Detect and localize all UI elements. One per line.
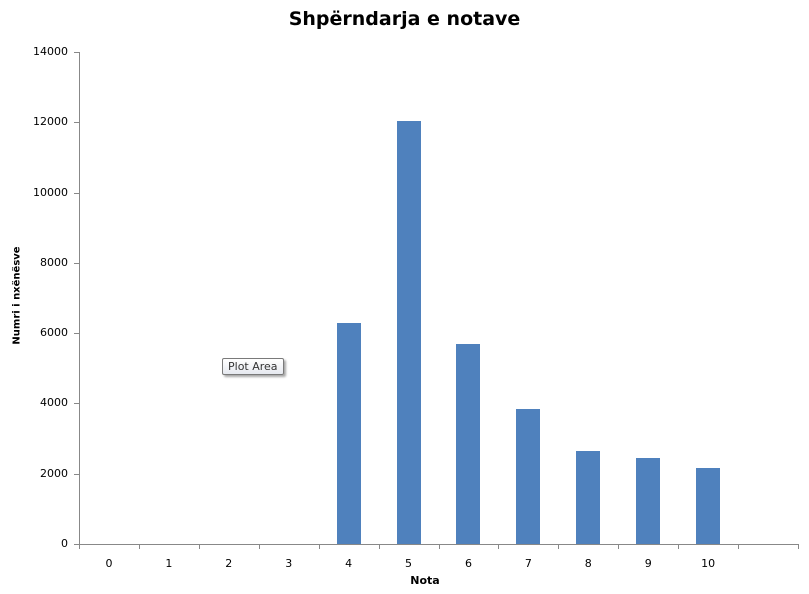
y-tick-mark bbox=[74, 122, 79, 124]
bar-grade-4[interactable] bbox=[336, 323, 361, 544]
y-tick-label: 8000 bbox=[40, 255, 68, 269]
bar-grade-5[interactable] bbox=[396, 120, 421, 544]
x-tick-label: 0 bbox=[105, 557, 113, 570]
x-tick-mark bbox=[378, 544, 380, 549]
x-tick-label: 5 bbox=[405, 557, 413, 570]
x-tick-mark bbox=[738, 544, 740, 549]
chart-title: Shpërndarja e notave bbox=[288, 8, 521, 30]
x-tick-label: 6 bbox=[464, 557, 472, 570]
x-tick-mark bbox=[258, 544, 260, 549]
bar-grade-7[interactable] bbox=[516, 409, 541, 544]
y-tick-mark bbox=[74, 52, 79, 53]
x-tick-mark bbox=[79, 544, 80, 549]
y-tick-mark bbox=[74, 333, 79, 335]
x-tick-label: 1 bbox=[165, 557, 173, 570]
x-tick-mark bbox=[558, 544, 560, 549]
x-tick-mark bbox=[618, 544, 620, 549]
x-tick-mark bbox=[198, 544, 200, 549]
x-tick-label: 7 bbox=[524, 557, 532, 570]
y-tick-mark bbox=[74, 262, 79, 264]
y-tick-label: 10000 bbox=[33, 185, 68, 199]
x-tick-mark bbox=[798, 544, 799, 549]
y-tick-mark bbox=[74, 192, 79, 194]
y-tick-label: 14000 bbox=[33, 45, 68, 58]
x-tick-mark bbox=[138, 544, 140, 549]
x-tick-label: 10 bbox=[701, 557, 716, 570]
bar-grade-9[interactable] bbox=[636, 458, 661, 544]
y-tick-label: 0 bbox=[61, 537, 68, 550]
x-tick-label: 3 bbox=[285, 557, 293, 570]
y-axis-line bbox=[79, 52, 80, 544]
y-tick-label: 2000 bbox=[40, 466, 68, 480]
x-tick-label: 4 bbox=[345, 557, 353, 570]
y-tick-mark bbox=[74, 473, 79, 475]
y-tick-label: 12000 bbox=[33, 115, 68, 129]
x-tick-label: 9 bbox=[644, 557, 652, 570]
plot-area-tooltip: Plot Area bbox=[222, 358, 284, 375]
y-tick-mark bbox=[74, 403, 79, 405]
x-axis-title: Nota bbox=[410, 574, 440, 587]
x-tick-label: 2 bbox=[225, 557, 233, 570]
bar-grade-6[interactable] bbox=[456, 344, 481, 544]
x-tick-mark bbox=[438, 544, 440, 549]
bar-grade-8[interactable] bbox=[576, 450, 601, 544]
bar-grade-10[interactable] bbox=[696, 467, 721, 544]
x-tick-mark bbox=[498, 544, 500, 549]
y-tick-label: 6000 bbox=[40, 326, 68, 340]
x-tick-mark bbox=[678, 544, 680, 549]
x-tick-mark bbox=[318, 544, 320, 549]
y-tick-label: 4000 bbox=[40, 396, 68, 410]
x-tick-label: 8 bbox=[584, 557, 592, 570]
y-tick-mark bbox=[74, 544, 79, 545]
